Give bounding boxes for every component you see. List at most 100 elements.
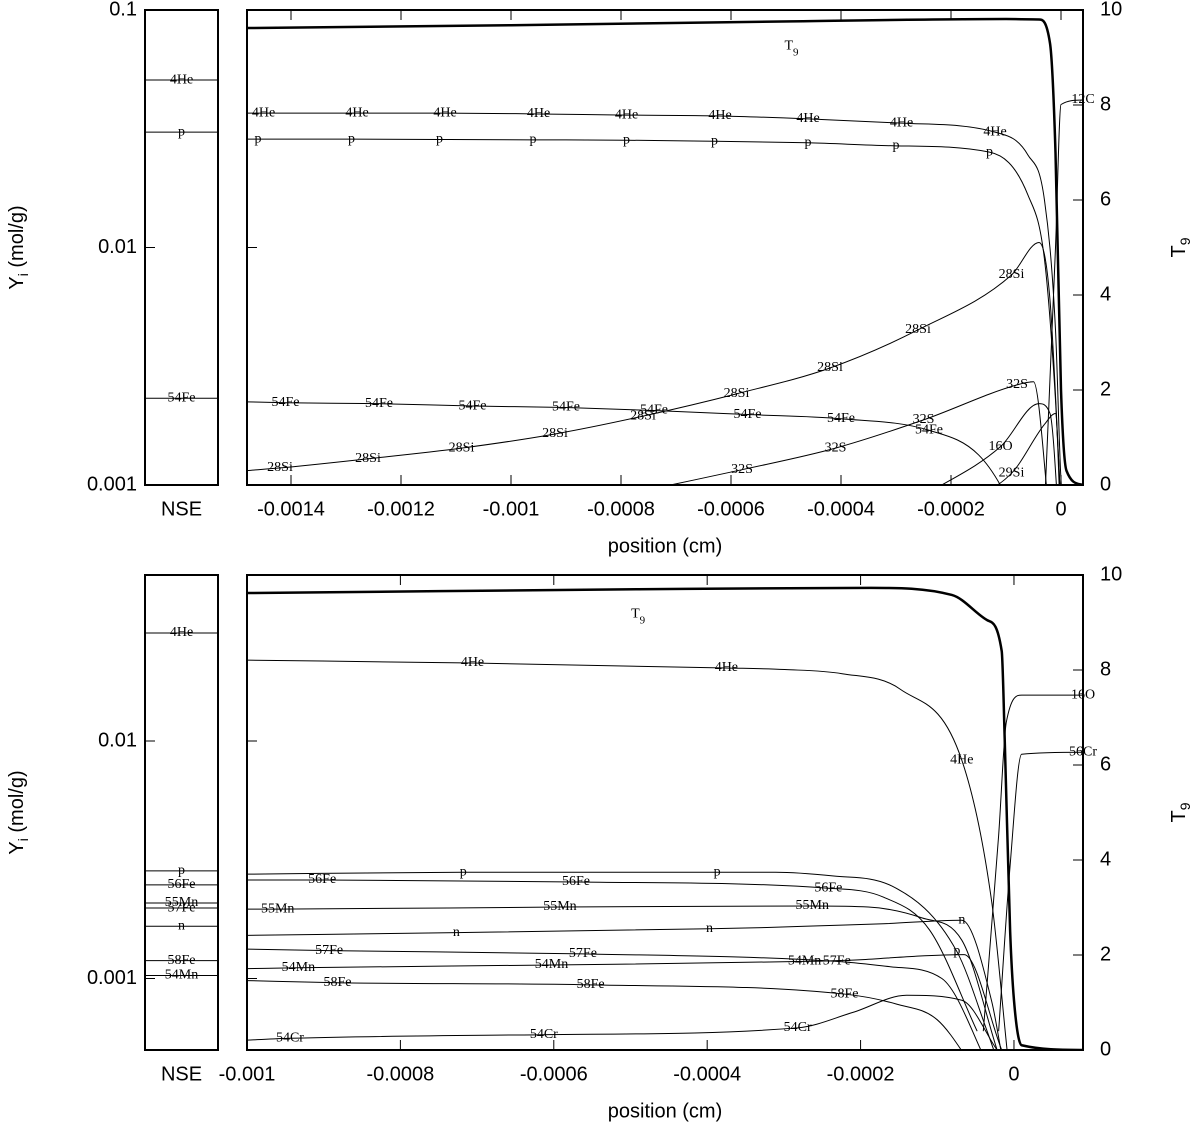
abundance-line <box>247 948 982 1050</box>
curve-label: 56Fe <box>814 880 842 895</box>
x-tick-label: -0.0002 <box>827 1063 895 1085</box>
curve-label: 4He <box>950 752 973 767</box>
curve-label: T9 <box>784 39 799 58</box>
abundance-line <box>996 413 1060 485</box>
y2-axis-label: T9 <box>1168 802 1192 822</box>
x-axis-label: position (cm) <box>608 1100 722 1122</box>
curve-label: n <box>706 921 713 936</box>
nse-frame <box>144 574 219 1051</box>
curve-label: 54Cr <box>276 1031 304 1046</box>
abundance-line <box>982 694 1083 1032</box>
curve-label: 54Cr <box>784 1020 812 1035</box>
y2-tick-label: 2 <box>1100 378 1111 400</box>
curve-label: p <box>986 144 993 159</box>
y2-tick-label: 10 <box>1100 563 1122 585</box>
y2-axis-label: T9 <box>1168 237 1192 257</box>
y-tick-label: 0.001 <box>87 967 137 989</box>
curve-label: 28Si <box>999 267 1025 282</box>
nse-species-label: 56Fe <box>168 877 196 892</box>
label-part: T <box>631 606 640 621</box>
curve-label: 4He <box>708 108 731 123</box>
nse-species-label: 54Fe <box>168 390 196 405</box>
curve-label: 28Si <box>267 460 293 475</box>
curve-label: 28Si <box>905 322 931 337</box>
nse-species-label: 4He <box>170 625 193 640</box>
abundance-line <box>1044 99 1083 485</box>
plot-frame <box>246 574 1084 1051</box>
y2-tick-label: 2 <box>1100 943 1111 965</box>
curve-label: 32S <box>1006 377 1028 392</box>
y2-tick-label: 6 <box>1100 753 1111 775</box>
curve-label: 57Fe <box>315 943 343 958</box>
curve-label: 4He <box>890 115 913 130</box>
nse-species-label: 57Fe <box>168 900 196 915</box>
x-tick-label: -0.0008 <box>587 498 655 520</box>
curve-label: 16O <box>1071 687 1095 702</box>
curve-label: p <box>714 865 721 880</box>
curve-label: 57Fe <box>569 946 597 961</box>
temperature-line <box>247 586 1083 1050</box>
curve-label: 32S <box>913 412 935 427</box>
curve-label: 32S <box>731 462 753 477</box>
y2-tick-label: 4 <box>1100 283 1111 305</box>
x-tick-label: -0.0004 <box>673 1063 741 1085</box>
x-tick-label: -0.0004 <box>807 498 875 520</box>
curve-label: 4He <box>345 105 368 120</box>
label-part: Y <box>6 841 28 854</box>
curve-label: 54Mn <box>282 960 315 975</box>
curve-label: 54Mn <box>788 954 821 969</box>
curve-label: 4He <box>461 655 484 670</box>
y2-tick-label: 8 <box>1100 93 1111 115</box>
curve-label: p <box>348 131 355 146</box>
label-part: i <box>15 838 31 841</box>
temperature-line <box>247 17 1083 485</box>
y2-tick-label: 6 <box>1100 188 1111 210</box>
curve-label: 28Si <box>355 451 381 466</box>
y-tick-label: 0.001 <box>87 473 137 495</box>
curve-label: 4He <box>983 124 1006 139</box>
curve-label: 55Mn <box>261 901 294 916</box>
y2-tick-label: 0 <box>1100 473 1111 495</box>
label-part: 9 <box>1177 237 1193 245</box>
y-axis-label: Yi (mol/g) <box>6 205 30 289</box>
curve-label: p <box>255 131 262 146</box>
curve-label: 54Fe <box>365 396 393 411</box>
curve-label: T9 <box>631 606 646 625</box>
y2-tick-label: 4 <box>1100 848 1111 870</box>
nse-species-label: 4He <box>170 72 193 87</box>
curve-label: 28Si <box>724 386 750 401</box>
curve-label: 56Cr <box>1069 744 1097 759</box>
curve-label: 56Fe <box>562 874 590 889</box>
curve-label: 29Si <box>999 466 1025 481</box>
curve-label: 12C <box>1071 92 1094 107</box>
curve-label: 54Fe <box>915 422 943 437</box>
curve-label: 28Si <box>449 440 475 455</box>
abundance-line <box>247 919 1002 1050</box>
curve-label: 54Fe <box>827 411 855 426</box>
curve-label: p <box>805 135 812 150</box>
curve-label: 58Fe <box>324 975 352 990</box>
nse-species-label: p <box>178 124 185 139</box>
curve-label: 28Si <box>817 360 843 375</box>
label-part: i <box>15 273 31 276</box>
abundance-line <box>247 138 1061 485</box>
x-tick-label: -0.001 <box>219 1063 276 1085</box>
abundance-line <box>670 381 1047 485</box>
abundance-line <box>247 659 1008 1050</box>
x-tick-label: -0.0002 <box>917 498 985 520</box>
abundance-line <box>247 905 998 1050</box>
y-tick-label: 0.01 <box>98 236 137 258</box>
y-tick-label: 0.01 <box>98 729 137 751</box>
abundance-line <box>247 401 1001 485</box>
plot-area <box>247 17 1083 485</box>
curve-label: n <box>453 925 460 940</box>
label-part: Y <box>6 276 28 289</box>
abundance-line <box>247 879 978 1032</box>
curve-label: p <box>893 138 900 153</box>
abundance-line <box>940 403 1057 485</box>
curve-label: 56Fe <box>308 872 336 887</box>
nse-species-label: 54Mn <box>165 968 198 983</box>
curve-label: 4He <box>615 107 638 122</box>
label-part: (mol/g) <box>6 205 28 273</box>
